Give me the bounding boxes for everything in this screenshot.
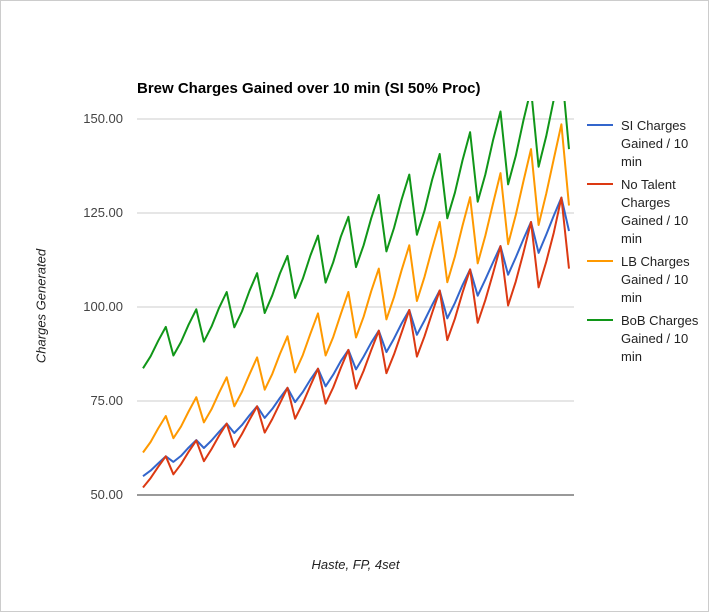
series-line-bob[interactable] <box>142 66 570 369</box>
series-line-lb[interactable] <box>142 123 570 454</box>
y-axis-label: Charges Generated <box>33 248 49 364</box>
legend-swatch-si <box>587 124 613 126</box>
legend-item-bob[interactable]: BoB Charges Gained / 10 min <box>587 312 705 366</box>
y-tick-label: 50.00 <box>90 487 123 502</box>
legend-label-lb: LB Charges Gained / 10 min <box>621 254 690 305</box>
legend: SI Charges Gained / 10 min No Talent Cha… <box>587 117 705 371</box>
x-axis-label: Haste, FP, 4set <box>311 557 400 572</box>
legend-swatch-bob <box>587 319 613 321</box>
chart-title: Brew Charges Gained over 10 min (SI 50% … <box>137 80 481 97</box>
legend-swatch-lb <box>587 260 613 262</box>
legend-item-si[interactable]: SI Charges Gained / 10 min <box>587 117 705 171</box>
grid-layer <box>137 118 574 496</box>
legend-swatch-no-talent <box>587 183 613 185</box>
legend-item-lb[interactable]: LB Charges Gained / 10 min <box>587 253 705 307</box>
y-tick-label: 75.00 <box>90 393 123 408</box>
y-tick-label: 100.00 <box>83 299 123 314</box>
y-tick-label: 150.00 <box>83 111 123 126</box>
series-line-no-talent[interactable] <box>142 196 570 489</box>
legend-item-no-talent[interactable]: No Talent Charges Gained / 10 min <box>587 176 705 248</box>
series-layer <box>142 66 570 489</box>
legend-label-no-talent: No Talent Charges Gained / 10 min <box>621 177 689 246</box>
legend-label-bob: BoB Charges Gained / 10 min <box>621 313 699 364</box>
y-tick-labels: 50.00 75.00 100.00 125.00 150.00 <box>83 111 123 502</box>
legend-label-si: SI Charges Gained / 10 min <box>621 118 689 169</box>
y-tick-label: 125.00 <box>83 205 123 220</box>
